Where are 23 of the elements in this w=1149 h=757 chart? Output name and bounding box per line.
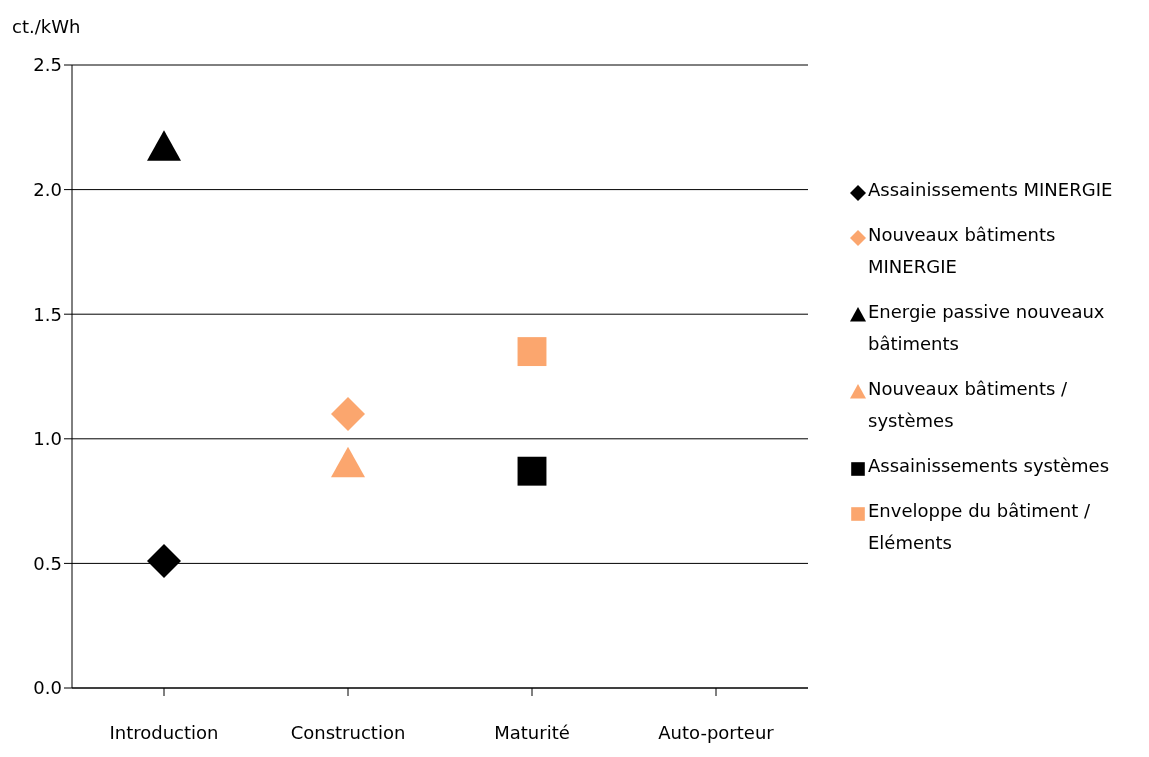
- y-tick-label: 1.5: [33, 303, 62, 325]
- y-tick-label: 0.0: [33, 677, 62, 699]
- y-tick-label: 2.5: [33, 54, 62, 76]
- point: [331, 446, 365, 478]
- point: [147, 543, 181, 578]
- point: [517, 337, 547, 367]
- x-tick-label: Introduction: [109, 721, 219, 743]
- legend-label: Assainissements MINERGIE: [868, 178, 1113, 202]
- y-tick-label: 2.0: [33, 178, 62, 200]
- legend-label: Nouveaux bâtiments MINERGIE: [868, 223, 1057, 279]
- y-tick-label: 1.0: [33, 428, 62, 450]
- x-tick-label: Maturité: [494, 721, 570, 743]
- x-tick-label: Construction: [290, 721, 406, 743]
- x-tick-label: Auto-porteur: [658, 721, 775, 743]
- legend-label: Assainissements systèmes: [868, 454, 1110, 478]
- point: [517, 456, 547, 486]
- legend-label: Energie passive nouveaux bâtiments: [868, 300, 1106, 356]
- legend-label: Enveloppe du bâtiment / Eléments: [868, 499, 1092, 555]
- point: [331, 396, 365, 431]
- y-tick-label: 0.5: [33, 552, 62, 574]
- point: [147, 130, 181, 161]
- legend-label: Nouveaux bâtiments / systèmes: [868, 377, 1069, 433]
- y-axis-title: ct./kWh: [12, 16, 81, 37]
